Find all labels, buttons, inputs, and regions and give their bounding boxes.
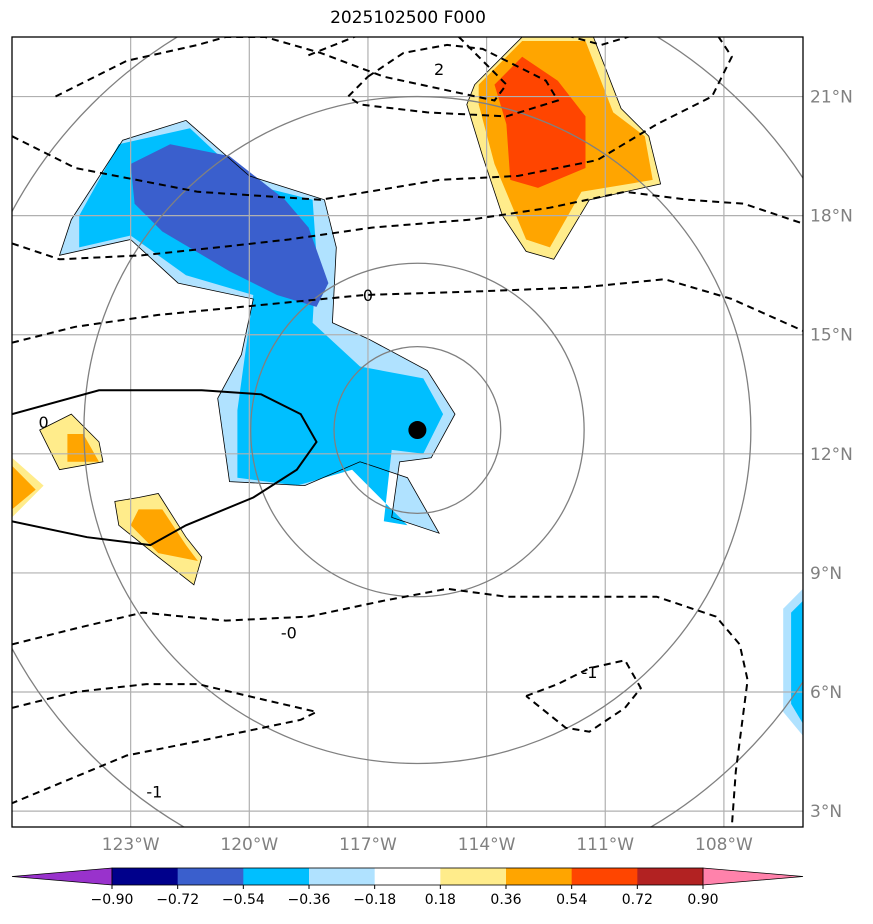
colorbar-frame	[111, 867, 704, 886]
colorbar-tick-label: −0.54	[222, 892, 265, 908]
colorbar-tick-label: 0.36	[490, 892, 521, 908]
contour-dashed	[55, 37, 508, 102]
colorbar-tick-label: −0.90	[91, 892, 134, 908]
lon-tick-label: 123°W	[102, 835, 160, 855]
range-ring	[250, 262, 585, 598]
colorbar-band	[440, 868, 507, 885]
colorbar-tick-label: −0.18	[353, 892, 396, 908]
colorbar-extend-low	[11, 867, 113, 886]
colorbar-tick-label: 0.18	[425, 892, 456, 908]
colorbar-band	[506, 868, 573, 885]
colorbar-tick-label: 0.54	[556, 892, 587, 908]
colorbar-tick-label: 0.90	[687, 892, 718, 908]
shaded-region	[494, 56, 586, 188]
contour-dashed	[12, 37, 733, 201]
shaded-region-outline	[114, 493, 203, 586]
lon-tick-label: 114°W	[458, 835, 516, 855]
contour-label: -1	[581, 663, 597, 682]
shaded-region-outline	[466, 37, 662, 260]
shaded-region-outline	[39, 413, 104, 471]
contour-dashed	[12, 683, 320, 805]
contour-label: -0	[281, 623, 297, 642]
colorbar-tick-label: −0.36	[288, 892, 331, 908]
lat-tick-label: 15°N	[810, 326, 853, 346]
lon-tick-label: 108°W	[695, 835, 753, 855]
colorbar-tick-label: 0.72	[622, 892, 653, 908]
contour-dashed	[346, 43, 560, 118]
lon-tick-label: 120°W	[220, 835, 278, 855]
shaded-region	[791, 600, 803, 724]
colorbar-band	[571, 868, 638, 885]
lat-tick-label: 3°N	[810, 802, 842, 822]
colorbar-band	[374, 868, 441, 885]
contour-dashed	[12, 587, 749, 827]
shaded-region	[12, 465, 36, 510]
lon-tick-label: 117°W	[339, 835, 397, 855]
colorbar-band	[637, 868, 704, 885]
shaded-region	[130, 509, 198, 561]
colorbar-band	[243, 868, 310, 885]
lon-tick-label: 111°W	[576, 835, 634, 855]
lat-tick-label: 21°N	[810, 88, 853, 108]
lat-tick-label: 6°N	[810, 683, 842, 703]
colorbar-band	[112, 868, 179, 885]
shaded-region-outline	[58, 119, 456, 534]
contour-dashed	[12, 190, 803, 261]
lat-tick-label: 18°N	[810, 207, 853, 227]
contour-label: 2	[434, 60, 444, 79]
range-ring	[333, 345, 502, 515]
contour-label: 0	[363, 286, 373, 305]
lat-tick-label: 12°N	[810, 445, 853, 465]
contour-solid	[12, 389, 318, 547]
shaded-region	[67, 434, 99, 462]
colorbar-tick-label: −0.72	[156, 892, 199, 908]
colorbar-band	[309, 868, 376, 885]
shaded-region	[130, 144, 329, 307]
chart-title: 2025102500 F000	[330, 8, 486, 28]
colorbar-band	[177, 868, 244, 885]
contour-label: 0	[39, 413, 49, 432]
contour-dashed	[525, 659, 643, 733]
map-frame	[11, 36, 804, 828]
contour-label: -1	[146, 782, 162, 801]
colorbar-extend-high	[702, 867, 804, 886]
lat-tick-label: 9°N	[810, 564, 842, 584]
range-ring	[83, 95, 752, 765]
storm-center-marker	[408, 421, 427, 440]
